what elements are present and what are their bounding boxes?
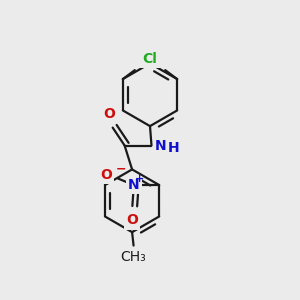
Text: O: O [104, 107, 116, 121]
Text: O: O [100, 168, 112, 182]
Text: H: H [168, 141, 179, 155]
Text: N: N [155, 139, 167, 152]
Text: Cl: Cl [143, 52, 158, 66]
Text: O: O [126, 214, 138, 227]
Text: Cl: Cl [142, 52, 157, 66]
Text: −: − [116, 162, 126, 175]
Text: CH₃: CH₃ [121, 250, 146, 264]
Text: +: + [135, 173, 144, 184]
Text: N: N [128, 178, 140, 192]
